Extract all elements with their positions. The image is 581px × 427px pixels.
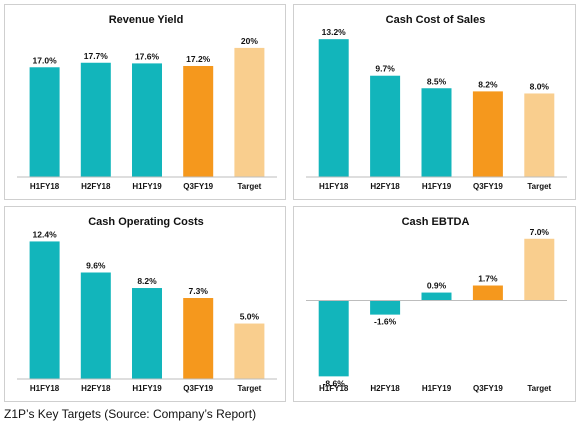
category-label-q3fy19: Q3FY19	[183, 182, 213, 191]
category-label-h1fy18: H1FY18	[30, 182, 60, 191]
bar-h1fy18	[29, 241, 60, 379]
data-label-h2fy18: -1.6%	[374, 317, 397, 327]
bar-h1fy18	[318, 300, 349, 377]
category-label-h1fy19: H1FY19	[422, 384, 452, 393]
chart-svg-revenue-yield: Revenue Yield 17.0% H1FY18 17.7% H2FY18 17.6%…	[17, 14, 277, 191]
bar-h1fy19	[421, 292, 452, 301]
bar-h1fy19	[132, 63, 162, 177]
data-label-target: 7.0%	[530, 227, 550, 237]
chart-svg-cash-operating-costs: Cash Operating Costs 12.4% H1FY18 9.6% H2FY1…	[17, 216, 277, 393]
category-label-h2fy18: H2FY18	[81, 384, 111, 393]
data-label-h1fy19: 8.5%	[427, 76, 447, 86]
chart-title: Cash Cost of Sales	[386, 14, 486, 26]
bar-h1fy19	[132, 288, 162, 379]
bar-q3fy19	[183, 298, 214, 379]
bar-q3fy19	[183, 65, 214, 177]
chart-panel-revenue-yield: Revenue Yield 17.0% H1FY18 17.7% H2FY18 17.6%…	[4, 4, 286, 200]
category-label-h1fy18: H1FY18	[319, 182, 349, 191]
data-label-h2fy18: 9.7%	[375, 64, 395, 74]
bar-target	[524, 93, 555, 177]
bar-h1fy18	[29, 67, 60, 177]
data-label-target: 20%	[241, 36, 258, 46]
chart-panel-cash-ebtda: Cash EBTDA -8.6% H1FY18 -1.6% H2FY18 0.9% H1FY…	[293, 206, 576, 402]
category-label-q3fy19: Q3FY19	[473, 384, 503, 393]
category-label-q3fy19: Q3FY19	[473, 182, 503, 191]
bar-h2fy18	[80, 272, 111, 379]
category-label-h2fy18: H2FY18	[370, 384, 400, 393]
data-label-h1fy19: 8.2%	[137, 276, 157, 286]
category-label-h2fy18: H2FY18	[81, 182, 111, 191]
chart-panel-cash-cost-of-sales: Cash Cost of Sales 13.2% H1FY18 9.7% H2FY18 8…	[293, 4, 576, 200]
category-label-target: Target	[237, 384, 261, 393]
data-label-target: 5.0%	[240, 312, 260, 322]
data-label-q3fy19: 17.2%	[186, 54, 211, 64]
chart-panel-cash-operating-costs: Cash Operating Costs 12.4% H1FY18 9.6% H2FY1…	[4, 206, 286, 402]
chart-svg-cash-cost-of-sales: Cash Cost of Sales 13.2% H1FY18 9.7% H2FY18 8…	[306, 14, 567, 191]
bar-h2fy18	[80, 62, 111, 177]
data-label-h1fy19: 17.6%	[135, 51, 160, 61]
data-label-h1fy19: 0.9%	[427, 281, 447, 291]
data-label-q3fy19: 1.7%	[478, 274, 498, 284]
bar-target	[234, 47, 265, 178]
data-label-h1fy18: 17.0%	[33, 55, 58, 65]
category-label-h1fy18: H1FY18	[319, 384, 349, 393]
bar-h2fy18	[370, 75, 401, 177]
bar-h1fy19	[421, 88, 452, 177]
chart-title: Revenue Yield	[109, 14, 184, 26]
category-label-h1fy19: H1FY19	[132, 384, 162, 393]
data-label-q3fy19: 7.3%	[189, 286, 209, 296]
chart-svg-cash-ebtda: Cash EBTDA -8.6%H1FY18 -1.6% H2FY18 0.9% H1FY…	[306, 216, 567, 393]
category-label-q3fy19: Q3FY19	[183, 384, 213, 393]
chart-title: Cash EBTDA	[402, 216, 470, 228]
category-label-h1fy19: H1FY19	[422, 182, 452, 191]
category-label-h1fy19: H1FY19	[132, 182, 162, 191]
bar-h2fy18	[370, 300, 401, 315]
bar-h1fy18	[318, 39, 349, 178]
bar-target	[524, 238, 555, 301]
data-label-h2fy18: 17.7%	[84, 51, 109, 61]
data-label-h1fy18: 13.2%	[322, 27, 347, 37]
data-label-h2fy18: 9.6%	[86, 261, 106, 271]
data-label-h1fy18: 12.4%	[33, 229, 58, 239]
chart-title: Cash Operating Costs	[88, 216, 204, 228]
category-label-h1fy18: H1FY18	[30, 384, 60, 393]
data-label-target: 8.0%	[530, 81, 550, 91]
bar-q3fy19	[472, 91, 503, 177]
figure-caption: Z1P’s Key Targets (Source: Company’s Rep…	[4, 407, 257, 421]
data-label-q3fy19: 8.2%	[478, 79, 498, 89]
category-label-target: Target	[527, 384, 551, 393]
data-label-h1fy18: -8.6%	[323, 378, 346, 388]
category-label-target: Target	[527, 182, 551, 191]
bar-q3fy19	[472, 285, 503, 301]
category-label-h2fy18: H2FY18	[370, 182, 400, 191]
category-label-target: Target	[237, 182, 261, 191]
bar-target	[234, 323, 265, 379]
